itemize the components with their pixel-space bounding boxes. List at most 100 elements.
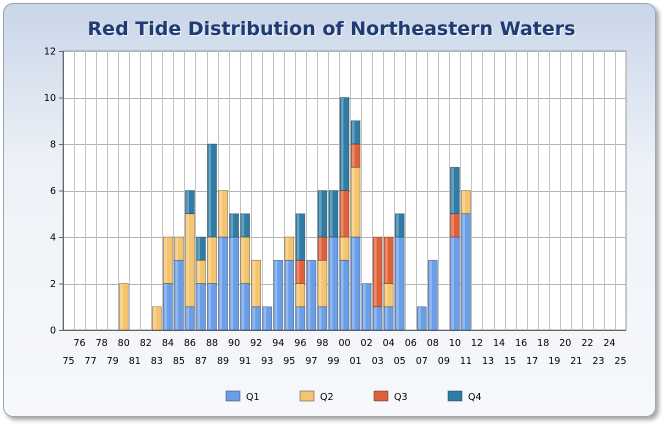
legend-swatch <box>299 390 315 402</box>
bar-highlight <box>285 237 289 260</box>
x-tick-label: 18 <box>537 338 549 349</box>
bar-highlight <box>462 214 465 330</box>
x-tick-label: 01 <box>349 356 361 367</box>
legend-label: Q3 <box>394 392 408 403</box>
x-tick-label: 89 <box>217 356 229 367</box>
x-tick-label: 17 <box>526 356 538 367</box>
bar-segment <box>262 306 273 331</box>
bar-highlight <box>340 98 344 190</box>
x-tick-label: 78 <box>96 338 108 349</box>
bar-segment <box>118 283 129 331</box>
bar-highlight <box>451 237 454 330</box>
y-tick-label: 2 <box>50 279 56 290</box>
bar-highlight <box>252 260 256 307</box>
bar-highlight <box>285 260 289 330</box>
x-tick-label: 81 <box>129 356 141 367</box>
x-tick-label: 25 <box>614 356 626 367</box>
bar-segment <box>339 97 350 191</box>
bar-highlight <box>329 237 333 330</box>
bar-highlight <box>318 191 322 237</box>
x-tick-label: 16 <box>515 338 527 349</box>
bar-segment <box>174 236 184 261</box>
bar-segment <box>163 236 173 284</box>
legend: Q1 Q2 Q3 Q4 <box>225 390 482 403</box>
x-tick-label: 05 <box>394 356 406 367</box>
bar-highlight <box>329 191 333 237</box>
legend-swatch <box>225 390 241 402</box>
x-tick-label: 12 <box>471 338 483 349</box>
x-tick-label: 94 <box>272 338 284 349</box>
bar-highlight <box>352 167 355 237</box>
bar-highlight <box>352 121 355 144</box>
bar-highlight <box>296 260 300 283</box>
x-tick-label: 06 <box>405 338 417 349</box>
chart-title: Red Tide Distribution of Northeastern Wa… <box>87 18 576 40</box>
x-tick-label: 21 <box>570 356 582 367</box>
bar-highlight <box>418 307 421 330</box>
bar-highlight <box>219 191 223 237</box>
bar-segment <box>461 190 471 215</box>
bar-segment <box>416 306 427 331</box>
bar-highlight <box>296 284 300 307</box>
bars <box>118 97 471 331</box>
x-tick-label: 15 <box>504 356 516 367</box>
bar-highlight <box>462 191 465 214</box>
bar-highlight <box>197 237 200 260</box>
y-tick-label: 10 <box>44 93 56 104</box>
bar-highlight <box>241 214 245 237</box>
x-tick-label: 85 <box>173 356 185 367</box>
bar-segment <box>196 236 206 261</box>
bar-highlight <box>318 307 322 330</box>
x-tick-label: 77 <box>85 356 97 367</box>
y-tick-label: 0 <box>50 326 56 337</box>
x-tick-label: 04 <box>383 338 395 349</box>
bar-segment <box>427 259 438 331</box>
bar-segment <box>251 259 262 308</box>
x-tick-label: 00 <box>338 338 350 349</box>
bar-segment <box>218 190 228 238</box>
bar-highlight <box>352 237 355 330</box>
bar-segment <box>350 120 361 145</box>
bar-highlight <box>230 237 234 330</box>
x-tick-label: 97 <box>305 356 317 367</box>
bar-highlight <box>374 307 377 330</box>
x-tick-label: 90 <box>228 338 240 349</box>
bar-highlight <box>451 167 454 214</box>
bar-highlight <box>385 307 388 330</box>
x-tick-label: 09 <box>438 356 450 367</box>
bar-highlight <box>374 237 377 307</box>
bar-highlight <box>208 144 212 237</box>
x-tick-label: 84 <box>162 338 174 349</box>
bar-highlight <box>186 307 189 330</box>
x-tick-label: 13 <box>482 356 494 367</box>
x-tick-label: 76 <box>74 338 86 349</box>
bar-highlight <box>340 191 344 237</box>
bar-highlight <box>318 260 322 307</box>
x-tick-label: 07 <box>416 356 428 367</box>
bar-highlight <box>164 284 167 330</box>
x-tick-label: 75 <box>62 356 74 367</box>
bar-highlight <box>352 144 355 167</box>
legend-swatch <box>373 390 389 402</box>
legend-label: Q4 <box>468 392 482 403</box>
bar-highlight <box>197 260 200 283</box>
bar-segment <box>317 190 328 238</box>
y-tick-label: 4 <box>50 233 56 244</box>
bar-segment <box>328 190 339 238</box>
legend-label: Q1 <box>246 392 260 403</box>
bar-highlight <box>186 214 189 307</box>
x-tick-label: 24 <box>603 338 615 349</box>
x-tick-label: 93 <box>261 356 273 367</box>
x-tick-label: 87 <box>195 356 207 367</box>
bar-highlight <box>197 284 200 330</box>
x-tick-label: 02 <box>361 338 373 349</box>
x-tick-label: 91 <box>239 356 251 367</box>
x-tick-label: 82 <box>140 338 152 349</box>
x-tick-label: 08 <box>427 338 439 349</box>
bar-highlight <box>175 237 178 260</box>
y-axis: 0 2 4 6 8 10 12 <box>44 47 63 337</box>
x-tick-label: 22 <box>581 338 593 349</box>
bar-highlight <box>363 284 366 330</box>
x-tick-label: 83 <box>151 356 163 367</box>
